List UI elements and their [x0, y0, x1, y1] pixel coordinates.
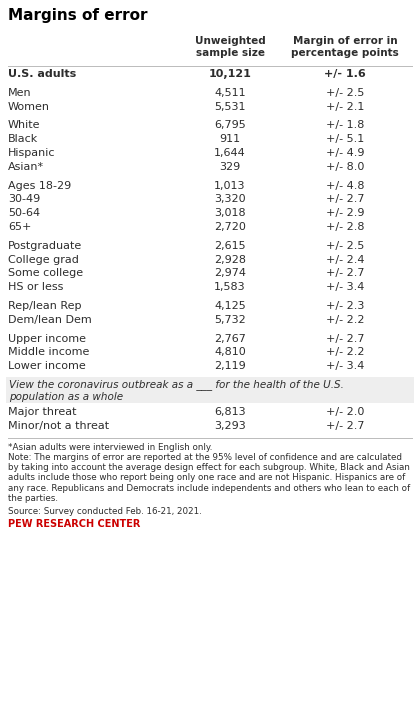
Text: +/- 2.5: +/- 2.5 — [326, 241, 364, 251]
Text: 5,732: 5,732 — [214, 315, 246, 325]
Text: +/- 2.1: +/- 2.1 — [326, 102, 364, 111]
Text: +/- 2.2: +/- 2.2 — [326, 315, 364, 325]
Text: +/- 2.4: +/- 2.4 — [326, 254, 364, 264]
Text: *Asian adults were interviewed in English only.: *Asian adults were interviewed in Englis… — [8, 442, 213, 451]
Text: 1,644: 1,644 — [214, 148, 246, 158]
Text: 911: 911 — [219, 134, 241, 144]
Text: 2,119: 2,119 — [214, 361, 246, 372]
Text: +/- 3.4: +/- 3.4 — [326, 283, 364, 292]
Text: Hispanic: Hispanic — [8, 148, 55, 158]
Text: +/- 2.8: +/- 2.8 — [326, 222, 364, 232]
Text: Margins of error: Margins of error — [8, 8, 147, 23]
Text: 50-64: 50-64 — [8, 208, 40, 218]
Text: +/- 2.0: +/- 2.0 — [326, 407, 364, 417]
Text: 4,511: 4,511 — [214, 88, 246, 98]
Text: 6,813: 6,813 — [214, 407, 246, 417]
Text: HS or less: HS or less — [8, 283, 63, 292]
Text: Ages 18-29: Ages 18-29 — [8, 181, 71, 191]
Text: Some college: Some college — [8, 268, 83, 278]
Text: Major threat: Major threat — [8, 407, 76, 417]
Text: View the coronavirus outbreak as a ___ for the health of the U.S.
population as : View the coronavirus outbreak as a ___ f… — [9, 379, 344, 402]
Text: Postgraduate: Postgraduate — [8, 241, 82, 251]
Text: College grad: College grad — [8, 254, 79, 264]
Text: Middle income: Middle income — [8, 348, 89, 358]
Text: 65+: 65+ — [8, 222, 31, 232]
Text: +/- 2.7: +/- 2.7 — [326, 268, 364, 278]
Text: 2,615: 2,615 — [214, 241, 246, 251]
Text: 3,018: 3,018 — [214, 208, 246, 218]
Text: 2,767: 2,767 — [214, 334, 246, 343]
Text: Minor/not a threat: Minor/not a threat — [8, 421, 109, 431]
Text: Black: Black — [8, 134, 38, 144]
Text: +/- 5.1: +/- 5.1 — [326, 134, 364, 144]
Text: Upper income: Upper income — [8, 334, 86, 343]
Text: Asian*: Asian* — [8, 162, 44, 172]
Text: 3,320: 3,320 — [214, 194, 246, 205]
Text: +/- 2.7: +/- 2.7 — [326, 421, 364, 431]
Text: Rep/lean Rep: Rep/lean Rep — [8, 301, 81, 311]
Text: 30-49: 30-49 — [8, 194, 40, 205]
Text: 6,795: 6,795 — [214, 121, 246, 130]
Text: 1,583: 1,583 — [214, 283, 246, 292]
Text: Dem/lean Dem: Dem/lean Dem — [8, 315, 92, 325]
Text: +/- 8.0: +/- 8.0 — [326, 162, 364, 172]
Text: 329: 329 — [219, 162, 241, 172]
Text: 2,720: 2,720 — [214, 222, 246, 232]
Text: 2,974: 2,974 — [214, 268, 246, 278]
Text: +/- 4.9: +/- 4.9 — [326, 148, 364, 158]
Text: +/- 4.8: +/- 4.8 — [326, 181, 364, 191]
Text: Men: Men — [8, 88, 31, 98]
Text: +/- 2.7: +/- 2.7 — [326, 334, 364, 343]
Text: Women: Women — [8, 102, 50, 111]
Text: Note: The margins of error are reported at the 95% level of confidence and are c: Note: The margins of error are reported … — [8, 453, 410, 503]
Text: 5,531: 5,531 — [214, 102, 246, 111]
Text: +/- 1.6: +/- 1.6 — [324, 69, 366, 79]
Text: Margin of error in
percentage points: Margin of error in percentage points — [291, 36, 399, 57]
Text: +/- 2.3: +/- 2.3 — [326, 301, 364, 311]
FancyBboxPatch shape — [6, 377, 414, 403]
Text: +/- 3.4: +/- 3.4 — [326, 361, 364, 372]
Text: +/- 2.9: +/- 2.9 — [326, 208, 364, 218]
Text: 3,293: 3,293 — [214, 421, 246, 431]
Text: Unweighted
sample size: Unweighted sample size — [194, 36, 265, 57]
Text: 4,810: 4,810 — [214, 348, 246, 358]
Text: PEW RESEARCH CENTER: PEW RESEARCH CENTER — [8, 519, 140, 529]
Text: 2,928: 2,928 — [214, 254, 246, 264]
Text: U.S. adults: U.S. adults — [8, 69, 76, 79]
Text: +/- 2.2: +/- 2.2 — [326, 348, 364, 358]
Text: Source: Survey conducted Feb. 16-21, 2021.: Source: Survey conducted Feb. 16-21, 202… — [8, 507, 202, 516]
Text: 1,013: 1,013 — [214, 181, 246, 191]
Text: Lower income: Lower income — [8, 361, 86, 372]
Text: 4,125: 4,125 — [214, 301, 246, 311]
Text: +/- 1.8: +/- 1.8 — [326, 121, 364, 130]
Text: +/- 2.7: +/- 2.7 — [326, 194, 364, 205]
Text: +/- 2.5: +/- 2.5 — [326, 88, 364, 98]
Text: 10,121: 10,121 — [209, 69, 252, 79]
Text: White: White — [8, 121, 40, 130]
